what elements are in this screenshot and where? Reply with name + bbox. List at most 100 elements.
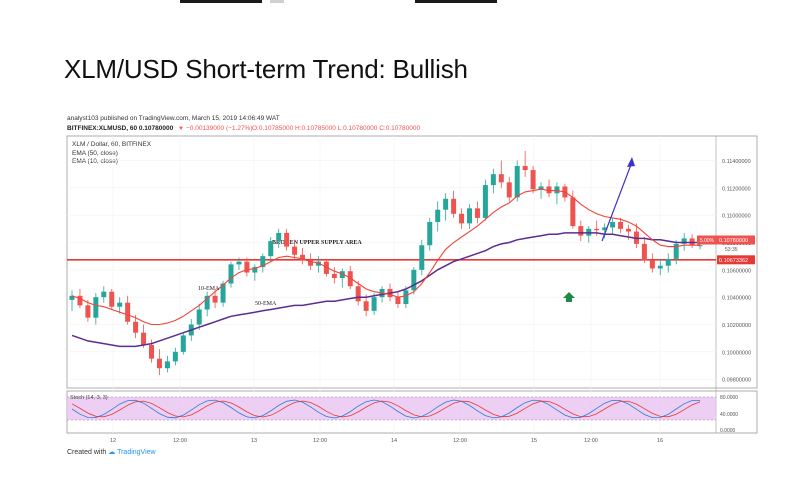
top-rule-right — [415, 0, 497, 3]
ema10-annotation: 10-EMA — [198, 286, 220, 292]
candle-body — [427, 222, 433, 246]
x-tick-label: 12:00 — [453, 438, 467, 444]
candle-body — [371, 297, 377, 311]
candle-body — [363, 301, 369, 311]
y-tick-label: 0.11400000 — [722, 159, 751, 165]
candle-body — [149, 345, 154, 359]
candle-body — [315, 261, 321, 266]
candle-body — [618, 222, 624, 229]
candle-body — [522, 165, 528, 171]
candle-body — [141, 332, 147, 345]
candle-body — [180, 335, 186, 352]
candle-body — [610, 222, 616, 228]
countdown-label: 53:35 — [725, 247, 738, 253]
candle-body — [514, 165, 520, 198]
candle-body — [228, 264, 234, 284]
page-title: XLM/USD Short-term Trend: Bullish — [64, 54, 468, 84]
symbol-line: BITFINEX:XLMUSD, 60 0.10780000 — [67, 125, 174, 132]
current-price-bg — [717, 235, 755, 245]
candle-body — [236, 261, 242, 265]
published-line: analyst103 published on TradingView.com,… — [67, 115, 280, 122]
candle-body — [331, 273, 337, 279]
candle-body — [411, 269, 417, 291]
legend-symbol: XLM / Dollar, 60, BITFINEX — [72, 141, 152, 148]
candle-body — [482, 185, 488, 218]
change-text: −0.00139000 (−1.27%) — [186, 125, 253, 132]
candle-body — [602, 227, 608, 231]
zone-annotation: BROKEN UPPER SUPPLY AREA — [272, 240, 362, 246]
stoch-tick-40: 40.0000 — [720, 412, 738, 418]
y-tick-label: 0.10400000 — [722, 296, 751, 302]
candle-body — [395, 297, 401, 304]
candle-body — [594, 228, 600, 231]
candle-body — [641, 243, 647, 261]
candle-body — [164, 361, 170, 369]
x-tick-label: 12 — [110, 438, 116, 444]
candle-body — [252, 267, 258, 273]
created-with-label: Created with — [67, 449, 107, 456]
y-tick-label: 0.10600000 — [722, 268, 751, 274]
candle-body — [578, 226, 584, 236]
current-badge-bg — [697, 235, 717, 245]
candle-body — [276, 232, 282, 242]
candle-body — [673, 243, 679, 259]
tradingview-brand[interactable]: TradingView — [117, 449, 156, 456]
x-tick-label: 13 — [251, 438, 257, 444]
candle-body — [490, 174, 496, 186]
candle-body — [260, 256, 266, 268]
footer-credit: Created with ☁ TradingView — [67, 448, 156, 456]
candle-body — [109, 291, 115, 307]
legend-ema10: EMA (10, close) — [72, 158, 118, 165]
candle-body — [554, 186, 560, 194]
x-tick-label: 12:00 — [173, 438, 187, 444]
current-badge: 5.00% — [700, 238, 715, 244]
top-rule-mid — [270, 0, 284, 3]
stoch-tick-80: 80.0000 — [720, 395, 738, 401]
candle-body — [220, 283, 226, 303]
candle-body — [347, 271, 353, 287]
projection-arrow-line — [601, 161, 633, 242]
ema50-annotation: 50-EMA — [255, 301, 277, 307]
stoch-tick-0: 0.0000 — [720, 428, 736, 434]
stoch-d-line — [71, 400, 701, 418]
y-tick-label: 0.11000000 — [722, 214, 751, 220]
candle-body — [339, 271, 345, 279]
candle-body — [196, 309, 202, 325]
candle-body — [85, 305, 91, 318]
candle-body — [284, 232, 290, 247]
candle-body — [538, 186, 544, 190]
projection-arrow-head-icon — [627, 157, 635, 167]
candle-body — [117, 302, 123, 307]
top-rule-left — [180, 0, 262, 3]
candle-body — [657, 265, 663, 269]
candle-body — [69, 295, 75, 300]
candle-body — [649, 260, 655, 269]
candle-body — [626, 228, 631, 232]
ohlc-text: O:0.10785000 H:0.10785000 L:0.10780000 C… — [252, 125, 420, 132]
y-tick-label: 0.10200000 — [722, 323, 751, 329]
candle-body — [546, 186, 552, 194]
candle-body — [530, 170, 536, 190]
candle-body — [665, 258, 671, 266]
candle-body — [308, 260, 313, 266]
x-tick-label: 14 — [391, 438, 397, 444]
candle-body — [474, 208, 480, 218]
candle-body — [77, 295, 83, 306]
candle-body — [506, 182, 512, 198]
stoch-label: Stoch (14, 3, 3) — [70, 395, 108, 401]
down-triangle-icon: ▼ — [178, 126, 184, 132]
candle-body — [570, 197, 576, 227]
candle-body — [300, 254, 306, 261]
candle-body — [101, 291, 107, 298]
y-tick-label: 0.11200000 — [722, 186, 751, 192]
candle-body — [451, 198, 457, 214]
candle-body — [268, 241, 274, 257]
candle-body — [467, 208, 472, 224]
candle-body — [459, 213, 465, 224]
candle-body — [172, 351, 178, 362]
candle-body — [292, 246, 298, 255]
candle-body — [212, 295, 218, 303]
candle-body — [93, 297, 99, 318]
tradingview-logo-icon: ☁ — [108, 449, 116, 456]
